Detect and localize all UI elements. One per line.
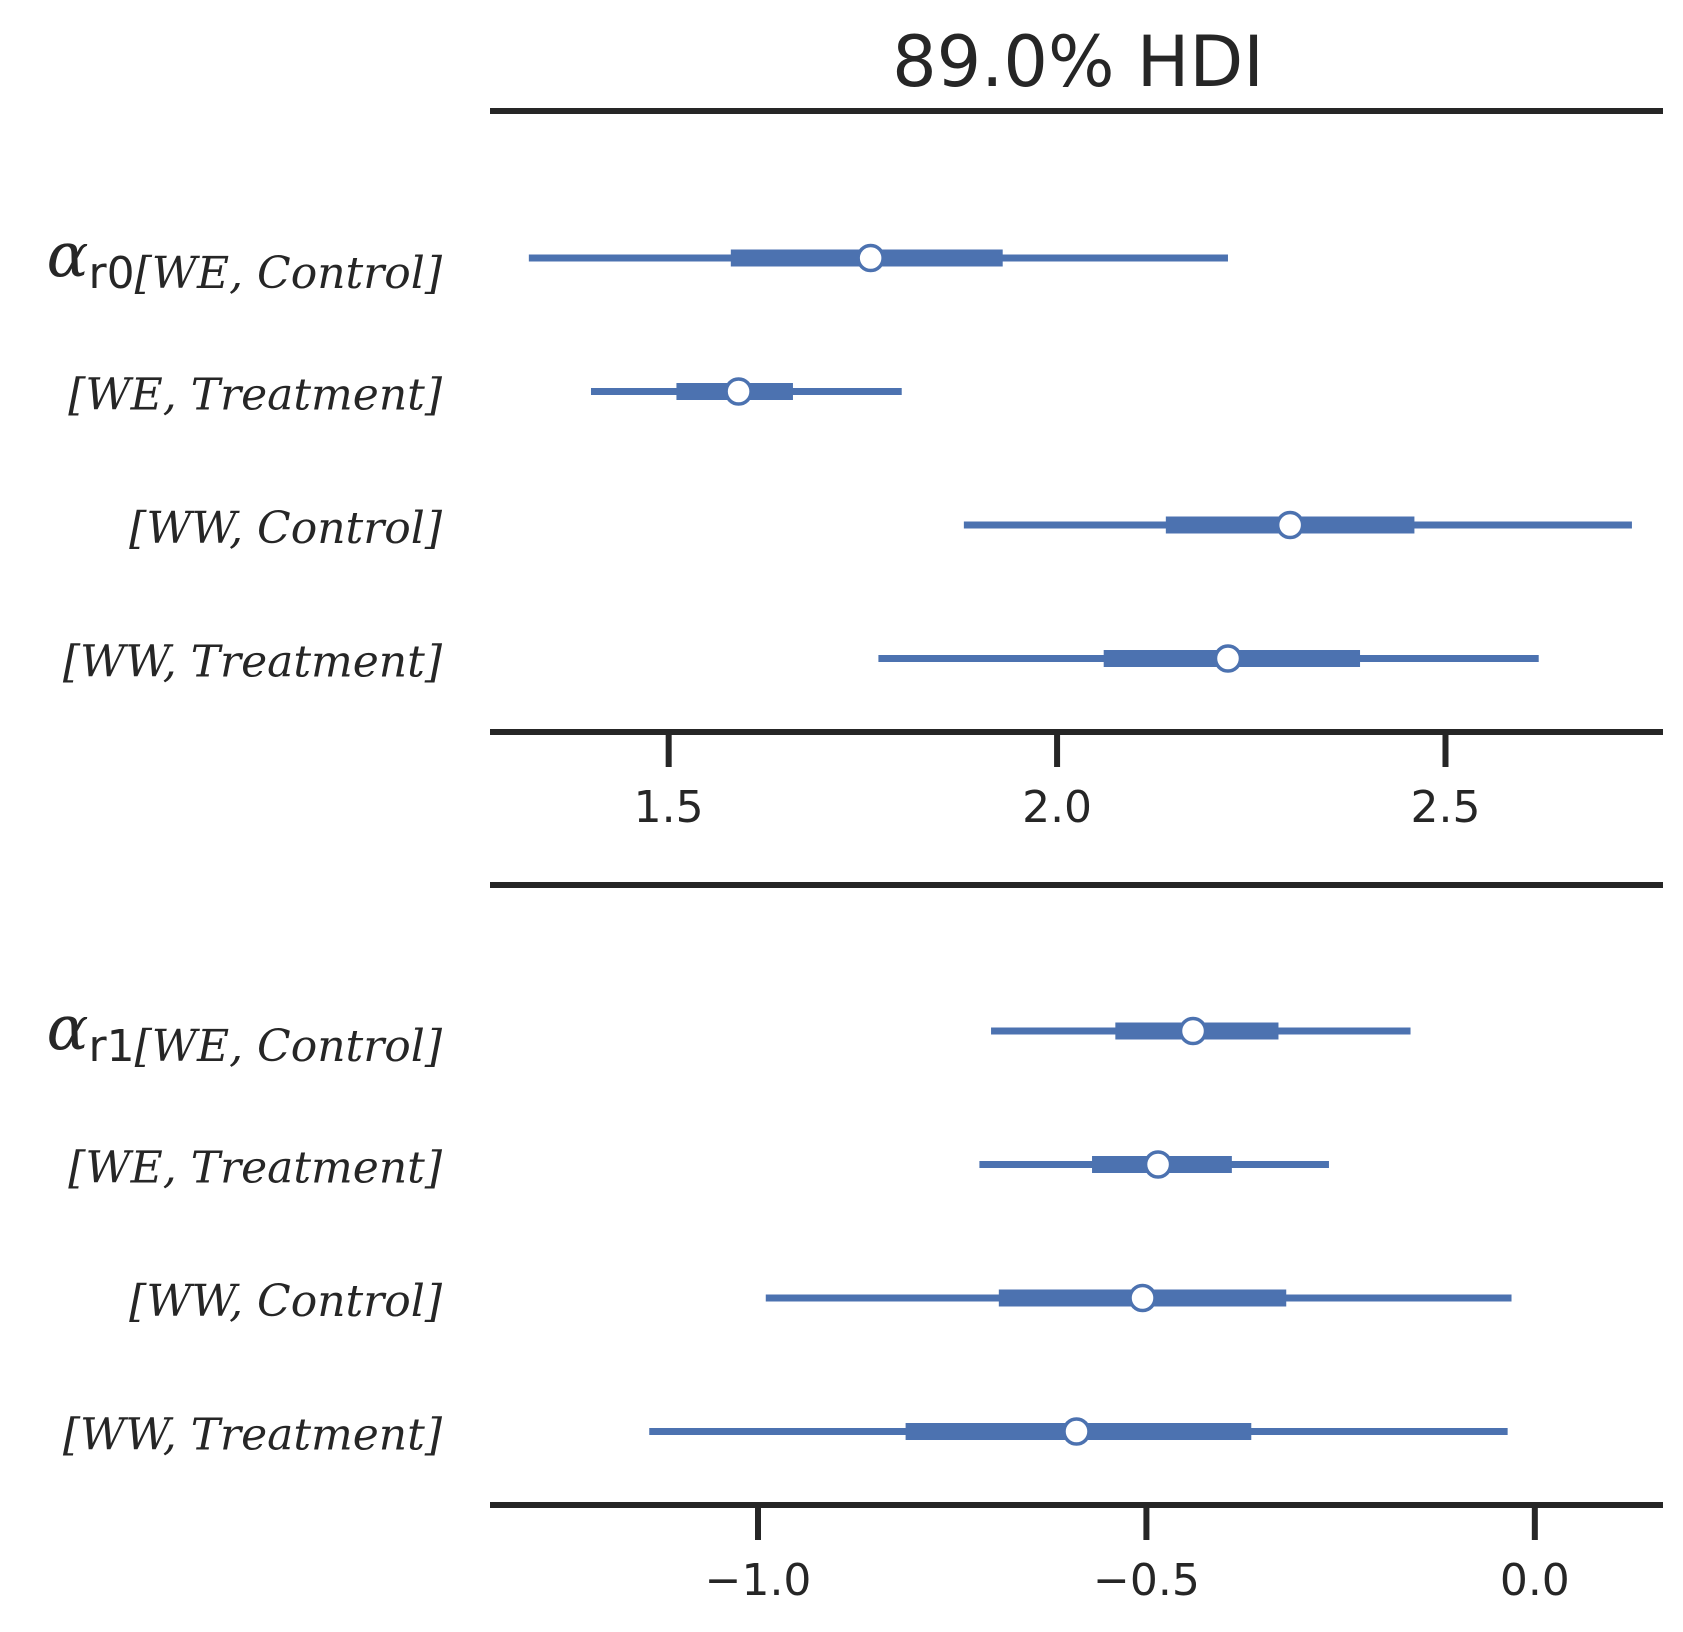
point-estimate-marker (1143, 1150, 1173, 1179)
row-label: αr1[WE, Control] (47, 991, 443, 1072)
row-label: [WW, Control] (129, 1276, 443, 1327)
point-estimate-marker (724, 377, 753, 406)
x-tick-label: −1.0 (705, 1555, 812, 1606)
row-label: [WW, Control] (129, 503, 443, 554)
point-estimate-marker (1178, 1016, 1208, 1046)
panel-1: 1.5 2.0 2.5 αr0[WE, Control] [WE, Treatment]… (47, 108, 1663, 833)
x-tick-label: 1.5 (634, 782, 704, 833)
panel-2: −1.0 −0.5 0.0 αr1[WE, Control] [WE, Treatmen… (47, 882, 1663, 1606)
row-label: αr0[WE, Control] (47, 218, 443, 299)
subscript-prefix: r0 (88, 248, 134, 299)
point-estimate-marker (1275, 510, 1305, 540)
row-label: [WW, Treatment] (63, 637, 443, 688)
row-label: [WE, Treatment] (68, 1143, 443, 1194)
x-tick-label: 2.5 (1410, 782, 1480, 833)
variable-symbol: α (47, 218, 89, 291)
chart-title: 89.0% HDI (892, 21, 1264, 103)
x-tick-label: −0.5 (1093, 1555, 1200, 1606)
x-tick-label: 0.0 (1500, 1555, 1570, 1606)
point-estimate-marker (856, 243, 885, 273)
row-label-index: [WE, Control] (135, 1021, 443, 1072)
variable-symbol: α (47, 991, 89, 1064)
row-label: [WE, Treatment] (68, 370, 443, 421)
x-tick-label: 2.0 (1022, 782, 1092, 833)
row-label-index: [WE, Control] (135, 248, 443, 299)
subscript-prefix: r1 (88, 1021, 134, 1072)
point-estimate-marker (1128, 1283, 1157, 1313)
point-estimate-marker (1213, 644, 1243, 673)
point-estimate-marker (1062, 1417, 1091, 1446)
row-label: [WW, Treatment] (63, 1410, 443, 1461)
